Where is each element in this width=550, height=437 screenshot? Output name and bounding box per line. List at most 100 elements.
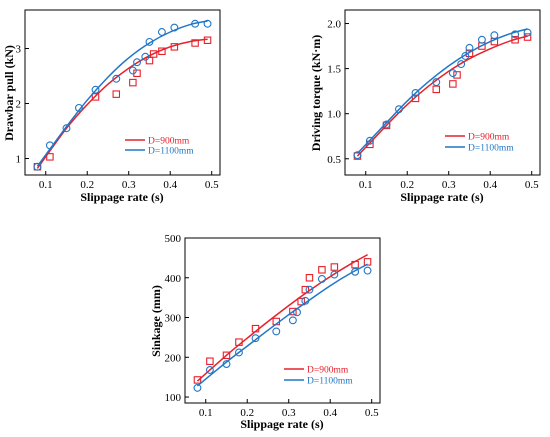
x-tick-label: 0.2 (400, 179, 414, 191)
data-point-square (523, 33, 532, 41)
data-point-circle (234, 348, 243, 357)
data-point-square (351, 260, 359, 269)
y-tick-label: 0.5 (327, 154, 341, 166)
y-tick-label: 200 (165, 352, 182, 364)
x-tick-label: 0.5 (525, 179, 539, 191)
data-point-circle (330, 270, 339, 279)
chart-sinkage: 0.1 0.2 0.3 0.4 0.5 100 200 300 400 500 Slippage… (149, 233, 381, 431)
data-point-circle (351, 267, 360, 276)
x-tick-label: 0.1 (199, 407, 213, 419)
x-tick-label: 0.5 (205, 179, 219, 191)
x-tick-label: 0.4 (483, 179, 497, 191)
data-point-circle (353, 151, 362, 160)
fit-line (196, 263, 368, 387)
data-point-square (235, 338, 243, 346)
fit-line (356, 28, 528, 154)
y-axis-title: Sinkage (mm) (149, 285, 163, 357)
y-tick-label: 1 (16, 154, 22, 166)
legend: D=900mm D=1100mm (445, 133, 514, 154)
legend: D=900mm D=1100mm (125, 137, 194, 157)
data-point-circle (365, 136, 374, 145)
data-point-circle (305, 285, 314, 294)
data-point-square (112, 90, 121, 98)
data-point-square (511, 36, 519, 44)
chart-drawbar-pull: 0.1 0.2 0.3 0.4 0.5 1 2 3 Slippage rate (s) Dr… (2, 9, 221, 204)
y-ticks: 100 200 300 400 500 (165, 233, 189, 404)
y-tick-label: 2 (16, 99, 22, 111)
x-tick-label: 0.4 (163, 179, 177, 191)
data-point-circle (301, 296, 310, 305)
data-point-circle (288, 316, 297, 325)
data-point-square (129, 78, 137, 87)
data-point-circle (363, 266, 372, 275)
x-tick-label: 0.3 (122, 179, 136, 191)
legend-label-900: D=900mm (307, 366, 349, 376)
x-axis-title: Slippage rate (s) (400, 190, 483, 204)
data-point-circle (382, 120, 391, 129)
data-point-square (206, 357, 214, 366)
x-tick-label: 0.3 (442, 179, 456, 191)
plot-frame (24, 9, 221, 176)
data-point-square (301, 285, 310, 294)
data-point-square (193, 376, 202, 384)
data-point-circle (91, 85, 100, 94)
data-point-circle (465, 43, 474, 52)
data-point-square (145, 56, 154, 65)
data-point-circle (141, 52, 150, 61)
y-ticks: 0.5 1.0 1.5 2.0 (327, 19, 349, 166)
data-point-circle (461, 52, 470, 60)
data-point-circle (394, 105, 403, 114)
data-point-square (305, 274, 314, 282)
y-tick-label: 400 (165, 273, 182, 285)
y-tick-label: 3 (16, 44, 22, 56)
y-axis-title: Drawbar pull (kN) (2, 45, 16, 141)
data-point-circle (133, 58, 141, 67)
data-point-square (289, 307, 297, 316)
data-point-circle (490, 31, 499, 40)
x-tick-label: 0.1 (39, 179, 53, 191)
data-point-circle (62, 124, 71, 133)
x-axis-title: Slippage rate (s) (240, 417, 323, 431)
data-point-circle (33, 162, 42, 171)
data-point-square (170, 43, 179, 51)
y-tick-label: 100 (165, 392, 182, 404)
y-tick-label: 1.5 (327, 64, 341, 76)
data-point-circle (205, 366, 214, 374)
x-tick-label: 0.1 (359, 179, 373, 191)
data-point-square (297, 297, 305, 306)
data-point-square (191, 39, 199, 47)
data-point-square (453, 71, 461, 79)
plot-frame (344, 9, 541, 176)
data-point-circle (448, 69, 457, 78)
data-point-square (449, 80, 457, 88)
y-tick-label: 500 (165, 233, 182, 245)
data-point-circle (272, 327, 281, 336)
legend-label-900: D=900mm (148, 137, 190, 147)
fit-line (356, 35, 528, 157)
data-point-circle (251, 334, 260, 343)
data-point-circle (222, 360, 231, 368)
legend-label-1100: D=1100mm (307, 377, 353, 387)
x-tick-label: 0.3 (282, 407, 296, 419)
legend: D=900mm D=1100mm (284, 366, 353, 387)
data-point-circle (74, 103, 83, 112)
x-tick-label: 0.2 (80, 179, 94, 191)
data-point-circle (293, 308, 301, 317)
y-tick-label: 300 (165, 313, 182, 325)
y-tick-label: 2.0 (327, 19, 341, 31)
plot-frame (184, 237, 381, 404)
data-point-square (133, 69, 141, 78)
data-point-square (330, 263, 339, 271)
data-point-circle (45, 141, 54, 150)
data-point-circle (170, 23, 179, 32)
data-point-circle (203, 19, 212, 28)
y-ticks: 1 2 3 (16, 44, 29, 166)
x-tick-label: 0.2 (240, 407, 254, 419)
data-point-circle (411, 89, 420, 97)
data-point-circle (477, 35, 486, 44)
y-tick-label: 1.0 (327, 109, 341, 121)
data-point-circle (112, 74, 121, 83)
x-ticks: 0.1 0.2 0.3 0.4 0.5 (39, 171, 219, 191)
y-axis-title: Driving torque (kN·m) (309, 35, 323, 151)
